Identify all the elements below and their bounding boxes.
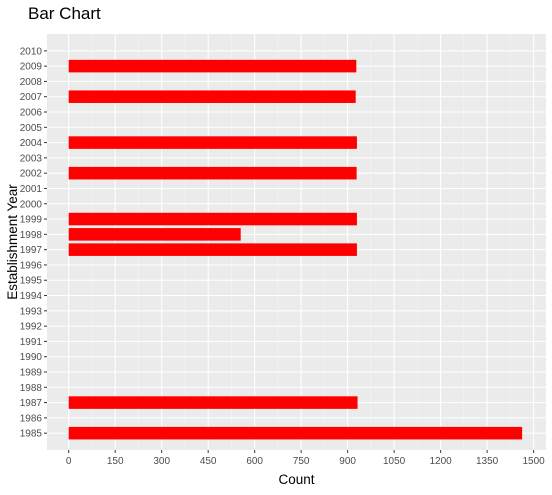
y-tick-label: 1991 [20,337,43,348]
minor-gridlines [91,34,511,450]
bar-2009 [68,59,357,73]
x-tick-label: 1500 [522,456,545,467]
y-tick-label: 2010 [20,46,43,57]
plot-panel [47,34,546,450]
x-tick-label: 1350 [476,456,499,467]
bar-1997 [68,243,357,256]
y-tick-label: 2002 [20,169,43,180]
x-tick-label: 900 [339,456,356,467]
y-tick-label: 1994 [20,291,43,302]
x-tick-label: 600 [246,456,263,467]
bar-1998 [68,228,241,241]
x-tick-label: 300 [153,456,170,467]
x-tick-label: 0 [66,456,72,467]
chart-title: Bar Chart [28,4,101,23]
x-tick-label: 150 [107,456,124,467]
bar-2002 [68,166,357,180]
y-tick-label: 2007 [20,92,43,103]
bar-1999 [68,212,357,226]
bar-2007 [68,90,356,103]
y-tick-label: 1989 [20,368,43,379]
y-tick-label: 1995 [20,276,43,287]
y-tick-label: 1988 [20,383,43,394]
y-tick-label: 1985 [20,429,43,440]
x-tick-label: 450 [200,456,217,467]
x-axis: 0 150 300 450 600 750 900 1050 1200 1350 1500 [66,450,545,467]
x-tick-label: 1200 [429,456,452,467]
y-tick-label: 1987 [20,398,43,409]
y-axis: 1985 1986 1987 1988 1989 1990 1991 1992 1993 1994… [20,46,47,440]
y-tick-label: 2005 [20,123,43,134]
y-tick-label: 2006 [20,108,43,119]
y-tick-label: 2008 [20,77,43,88]
y-tick-label: 2003 [20,153,43,164]
x-tick-label: 1050 [383,456,406,467]
bar-1987 [68,396,358,409]
y-tick-label: 1999 [20,215,43,226]
y-tick-label: 1990 [20,352,43,363]
y-tick-label: 2009 [20,62,43,73]
y-axis-title: Establishment Year [5,184,20,300]
y-tick-label: 1992 [20,322,43,333]
y-tick-label: 1993 [20,306,43,317]
y-tick-label: 1998 [20,230,43,241]
bar-2004 [68,136,357,149]
bar-1985 [68,426,523,440]
y-tick-label: 1996 [20,260,43,271]
y-tick-label: 1997 [20,245,43,256]
y-tick-label: 2001 [20,184,43,195]
y-tick-label: 1986 [20,413,43,424]
x-axis-title: Count [278,472,314,487]
y-tick-label: 2000 [20,199,43,210]
y-tick-label: 2004 [20,138,43,149]
bars [68,59,523,440]
x-tick-label: 750 [293,456,310,467]
